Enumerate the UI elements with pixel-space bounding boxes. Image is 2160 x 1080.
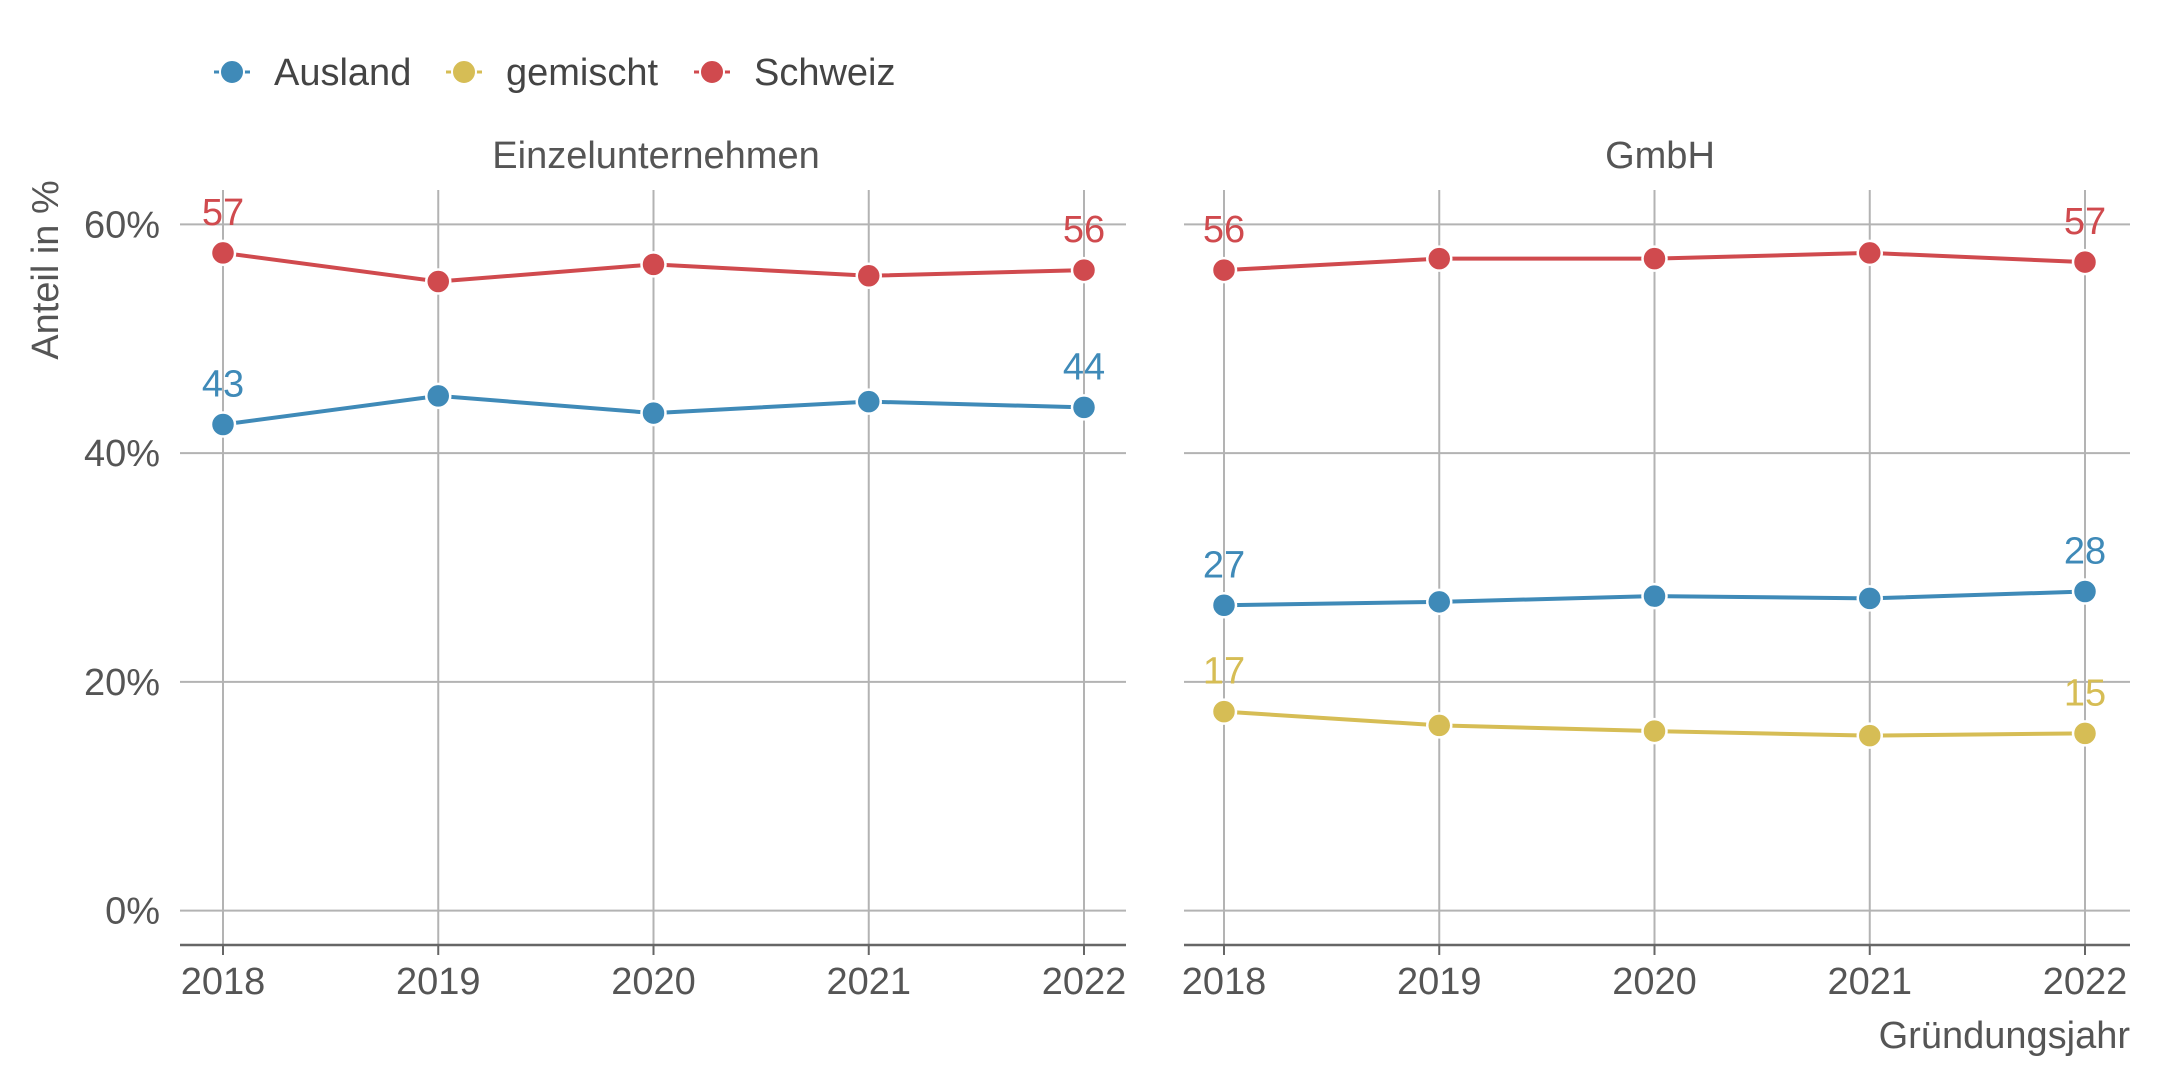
y-tick-label: 60% [84, 204, 160, 246]
panel-title: Einzelunternehmen [492, 135, 819, 177]
series-Schweiz: 57 56 [202, 192, 1105, 295]
data-point [2071, 720, 2099, 747]
data-point [425, 268, 452, 295]
data-point [209, 411, 237, 438]
series-Ausland: 27 28 [1203, 531, 2106, 619]
series-Schweiz: 56 57 [1203, 201, 2106, 284]
data-point [209, 239, 237, 267]
data-label: 15 [2064, 672, 2106, 714]
x-tick-label: 2020 [611, 961, 696, 1003]
data-point [1426, 245, 1453, 272]
data-point [2071, 248, 2099, 276]
x-tick-label: 2020 [1612, 961, 1697, 1003]
x-tick-label: 2019 [1397, 961, 1482, 1003]
data-label: 17 [1203, 651, 1245, 693]
legend-marker [699, 59, 725, 85]
legend-label: Schweiz [754, 52, 896, 94]
data-point [1210, 698, 1238, 725]
panel-title: GmbH [1605, 135, 1715, 177]
data-point [855, 388, 882, 415]
legend-marker [219, 59, 245, 85]
data-label: 56 [1203, 209, 1245, 251]
series-Ausland: 43 44 [202, 346, 1105, 438]
legend-label: Ausland [274, 52, 411, 94]
data-point [1641, 717, 1668, 745]
y-tick-label: 40% [84, 433, 160, 475]
x-tick-label: 2022 [2043, 961, 2128, 1003]
x-tick-label: 2021 [1827, 961, 1912, 1003]
data-label: 43 [202, 364, 244, 406]
data-point [1426, 712, 1453, 739]
x-tick-label: 2021 [826, 961, 911, 1003]
data-label: 27 [1203, 544, 1245, 586]
data-point [1641, 582, 1668, 610]
data-point [1070, 394, 1098, 421]
x-axis-label: Gründungsjahr [1879, 1015, 2131, 1057]
data-point [425, 382, 452, 410]
data-point [1070, 256, 1098, 284]
legend: Ausland gemischt Schweiz [214, 52, 896, 94]
legend-marker [451, 59, 477, 85]
data-label: 44 [1063, 346, 1105, 388]
data-label: 56 [1063, 209, 1105, 251]
data-point [1856, 722, 1883, 749]
data-label: 57 [2064, 201, 2106, 243]
panel-0: Einzelunternehmen 2018 2019 2020 2021 2022 0% 2… [84, 135, 1126, 1003]
y-tick-label: 0% [105, 891, 160, 933]
y-axis-label: Anteil in % [25, 180, 67, 360]
data-label: 28 [2064, 531, 2106, 573]
data-point [1210, 256, 1238, 284]
data-point [1210, 592, 1238, 619]
x-tick-label: 2022 [1042, 961, 1127, 1003]
data-point [855, 262, 882, 290]
data-point [1856, 585, 1883, 612]
data-point [1856, 239, 1883, 267]
y-tick-label: 20% [84, 662, 160, 704]
data-point [2071, 578, 2099, 605]
x-tick-label: 2018 [181, 961, 266, 1003]
data-point [1426, 588, 1453, 616]
data-point [1641, 245, 1668, 272]
x-tick-label: 2019 [396, 961, 481, 1003]
data-point [640, 251, 667, 278]
data-point [640, 399, 667, 427]
legend-label: gemischt [506, 52, 658, 94]
data-label: 57 [202, 192, 244, 234]
x-tick-label: 2018 [1182, 961, 1267, 1003]
panels: Einzelunternehmen 2018 2019 2020 2021 2022 0% 2… [84, 135, 2130, 1003]
